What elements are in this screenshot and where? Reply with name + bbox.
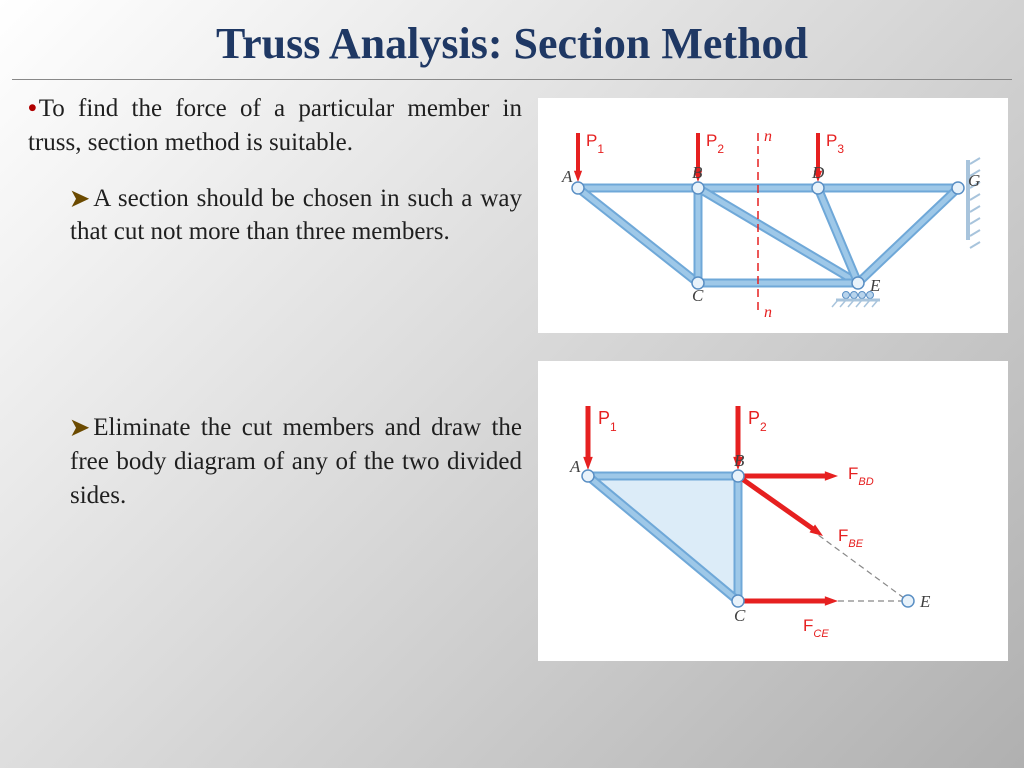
svg-text:D: D [811, 163, 825, 182]
svg-text:C: C [734, 606, 746, 625]
svg-text:G: G [968, 171, 980, 190]
svg-text:B: B [692, 163, 703, 182]
sub-bullet-2-text: Eliminate the cut members and draw the f… [70, 414, 522, 509]
bullet-dot-icon: • [28, 95, 37, 122]
diagram-column: n n P1 P2 P3 A B D G C E P1 P2 FBD FBE FCE A B C E [538, 92, 1008, 661]
svg-text:P3: P3 [826, 131, 844, 156]
page-title: Truss Analysis: Section Method [0, 0, 1024, 79]
text-column: •To find the force of a particular membe… [28, 92, 538, 661]
sub-bullet-1-text: A section should be chosen in such a way… [70, 185, 522, 246]
content-area: •To find the force of a particular membe… [0, 80, 1024, 661]
svg-text:B: B [734, 451, 745, 470]
arrow-icon: ➤ [70, 186, 89, 211]
svg-text:P1: P1 [586, 131, 604, 156]
svg-text:n: n [764, 128, 772, 145]
svg-text:E: E [919, 592, 931, 611]
svg-text:P2: P2 [706, 131, 724, 156]
svg-text:E: E [869, 276, 881, 295]
sub-bullet-1: ➤A section should be chosen in such a wa… [70, 182, 522, 250]
svg-text:FCE: FCE [803, 616, 829, 640]
sub-bullet-2: ➤Eliminate the cut members and draw the … [70, 411, 522, 512]
bullet-text: To find the force of a particular member… [28, 95, 522, 156]
truss-diagram-full: n n P1 P2 P3 A B D G C E [538, 98, 1008, 333]
truss-diagram-fbd: P1 P2 FBD FBE FCE A B C E [538, 361, 1008, 661]
svg-text:C: C [692, 286, 704, 305]
arrow-icon: ➤ [70, 415, 89, 440]
svg-text:FBD: FBD [848, 464, 874, 488]
svg-text:A: A [561, 167, 573, 186]
svg-text:P1: P1 [598, 408, 617, 434]
svg-text:P2: P2 [748, 408, 767, 434]
bullet-main: •To find the force of a particular membe… [28, 92, 522, 160]
svg-text:A: A [569, 457, 581, 476]
svg-text:FBE: FBE [838, 526, 864, 550]
svg-text:n: n [764, 304, 772, 321]
